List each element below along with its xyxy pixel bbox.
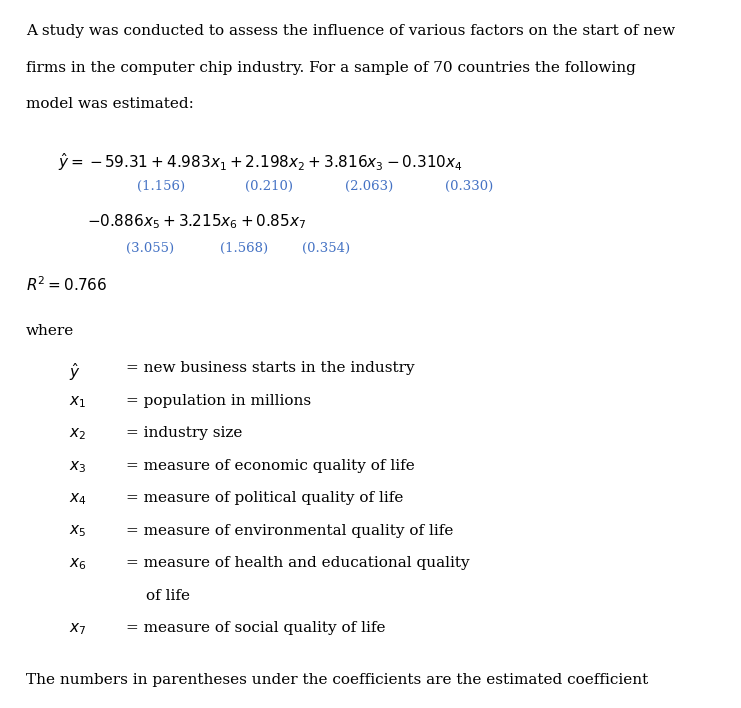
Text: = industry size: = industry size	[126, 426, 242, 440]
Text: $-0.886x_5 + 3.215x_6 + 0.85x_7$: $-0.886x_5 + 3.215x_6 + 0.85x_7$	[87, 213, 306, 232]
Text: = measure of economic quality of life: = measure of economic quality of life	[126, 459, 415, 473]
Text: A study was conducted to assess the influence of various factors on the start of: A study was conducted to assess the infl…	[26, 25, 675, 38]
Text: = measure of social quality of life: = measure of social quality of life	[126, 621, 386, 635]
Text: = measure of health and educational quality: = measure of health and educational qual…	[126, 556, 470, 570]
Text: $x_5$: $x_5$	[69, 524, 86, 539]
Text: = population in millions: = population in millions	[126, 394, 311, 408]
Text: $\hat{y}$: $\hat{y}$	[69, 361, 80, 383]
Text: = measure of political quality of life: = measure of political quality of life	[126, 491, 404, 506]
Text: (2.063): (2.063)	[345, 181, 393, 193]
Text: = new business starts in the industry: = new business starts in the industry	[126, 361, 415, 375]
Text: (0.210): (0.210)	[245, 181, 293, 193]
Text: $x_3$: $x_3$	[69, 459, 86, 474]
Text: = measure of environmental quality of life: = measure of environmental quality of li…	[126, 524, 453, 538]
Text: (1.156): (1.156)	[137, 181, 185, 193]
Text: $x_6$: $x_6$	[69, 556, 86, 572]
Text: (0.354): (0.354)	[302, 242, 350, 256]
Text: of life: of life	[147, 589, 190, 603]
Text: $R^2 = 0.766$: $R^2 = 0.766$	[26, 275, 107, 294]
Text: (1.568): (1.568)	[219, 242, 268, 256]
Text: firms in the computer chip industry. For a sample of 70 countries the following: firms in the computer chip industry. For…	[26, 60, 636, 74]
Text: $x_7$: $x_7$	[69, 621, 86, 637]
Text: The numbers in parentheses under the coefficients are the estimated coefficient: The numbers in parentheses under the coe…	[26, 673, 648, 687]
Text: where: where	[26, 324, 74, 338]
Text: $x_2$: $x_2$	[69, 426, 86, 442]
Text: (0.330): (0.330)	[445, 181, 493, 193]
Text: $\hat{y} = -59.31 + 4.983x_1 + 2.198x_2 + 3.816x_3 - 0.310x_4$: $\hat{y} = -59.31 + 4.983x_1 + 2.198x_2 …	[58, 151, 462, 173]
Text: model was estimated:: model was estimated:	[26, 96, 193, 110]
Text: (3.055): (3.055)	[126, 242, 174, 256]
Text: $x_4$: $x_4$	[69, 491, 86, 507]
Text: $x_1$: $x_1$	[69, 394, 86, 410]
